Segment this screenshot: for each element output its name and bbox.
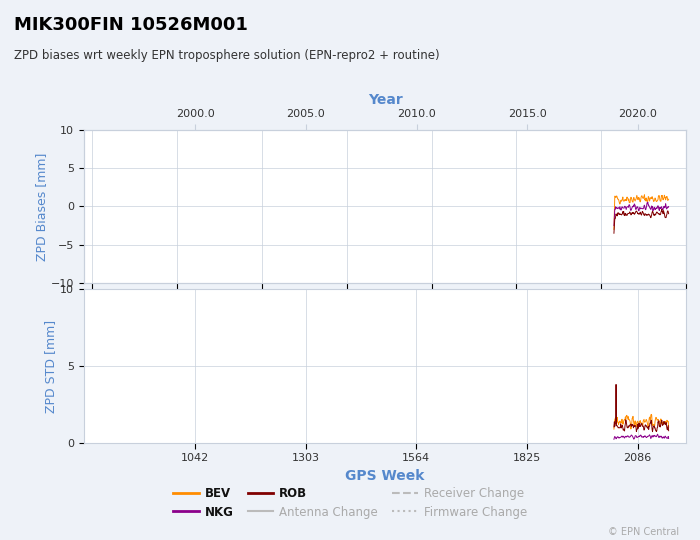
- Text: © EPN Central: © EPN Central: [608, 527, 679, 537]
- Legend: BEV, NKG, ROB, Antenna Change, Receiver Change, Firmware Change: BEV, NKG, ROB, Antenna Change, Receiver …: [168, 482, 532, 523]
- Y-axis label: ZPD STD [mm]: ZPD STD [mm]: [45, 320, 57, 413]
- X-axis label: Year: Year: [368, 93, 402, 106]
- Text: MIK300FIN 10526M001: MIK300FIN 10526M001: [14, 16, 248, 34]
- Y-axis label: ZPD Biases [mm]: ZPD Biases [mm]: [35, 152, 48, 261]
- Text: ZPD biases wrt weekly EPN troposphere solution (EPN-repro2 + routine): ZPD biases wrt weekly EPN troposphere so…: [14, 49, 440, 62]
- X-axis label: GPS Week: GPS Week: [345, 469, 425, 483]
